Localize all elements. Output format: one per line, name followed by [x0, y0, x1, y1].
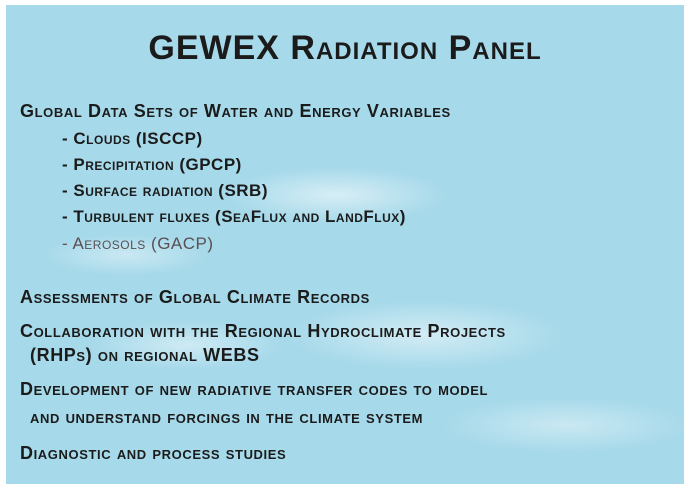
list-item: - Clouds (ISCCP): [62, 129, 203, 148]
slide: GEWEX Radiation Panel Global Data Sets o…: [6, 5, 684, 484]
list-item: - Surface radiation (SRB): [62, 181, 268, 200]
heading: Development of new radiative transfer co…: [20, 379, 489, 399]
heading: Assessments of Global Climate Records: [20, 287, 370, 307]
slide-title: GEWEX Radiation Panel: [148, 29, 542, 67]
list-item: - Precipitation (GPCP): [62, 155, 242, 174]
heading: Global Data Sets of Water and Energy Var…: [20, 101, 451, 121]
heading: and understand forcings in the climate s…: [30, 407, 424, 427]
heading: Collaboration with the Regional Hydrocli…: [20, 321, 506, 341]
heading: Diagnostic and process studies: [20, 443, 287, 463]
heading: (RHPs) on regional WEBS: [30, 345, 260, 365]
list-item: - Turbulent fluxes (SeaFlux and LandFlux…: [62, 207, 406, 226]
list-item: - Aerosols (GACP): [62, 234, 214, 253]
